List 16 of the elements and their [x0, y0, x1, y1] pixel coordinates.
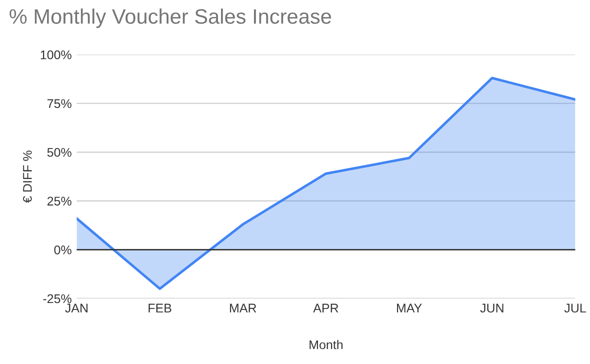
- y-tick-label: -25%: [43, 294, 72, 304]
- y-tick-label: 100%: [40, 50, 72, 60]
- y-tick-label: 50%: [47, 148, 72, 157]
- x-tick-label: FEB: [148, 304, 172, 312]
- x-tick-label: JAN: [65, 304, 88, 313]
- y-tick-label: 0%: [54, 246, 72, 254]
- chart-title: % Monthly Voucher Sales Increase: [10, 8, 332, 28]
- x-axis-title: Month: [310, 340, 343, 350]
- y-axis-title: € DIFF %: [22, 150, 32, 203]
- x-tick-label: JUL: [564, 304, 586, 313]
- x-tick-label: MAY: [397, 304, 422, 312]
- x-tick-label: JUN: [480, 304, 504, 313]
- x-tick-label: MAR: [230, 304, 256, 312]
- y-tick-label: 75%: [47, 99, 72, 108]
- y-tick-label: 25%: [47, 196, 72, 206]
- x-tick-label: APR: [313, 304, 338, 312]
